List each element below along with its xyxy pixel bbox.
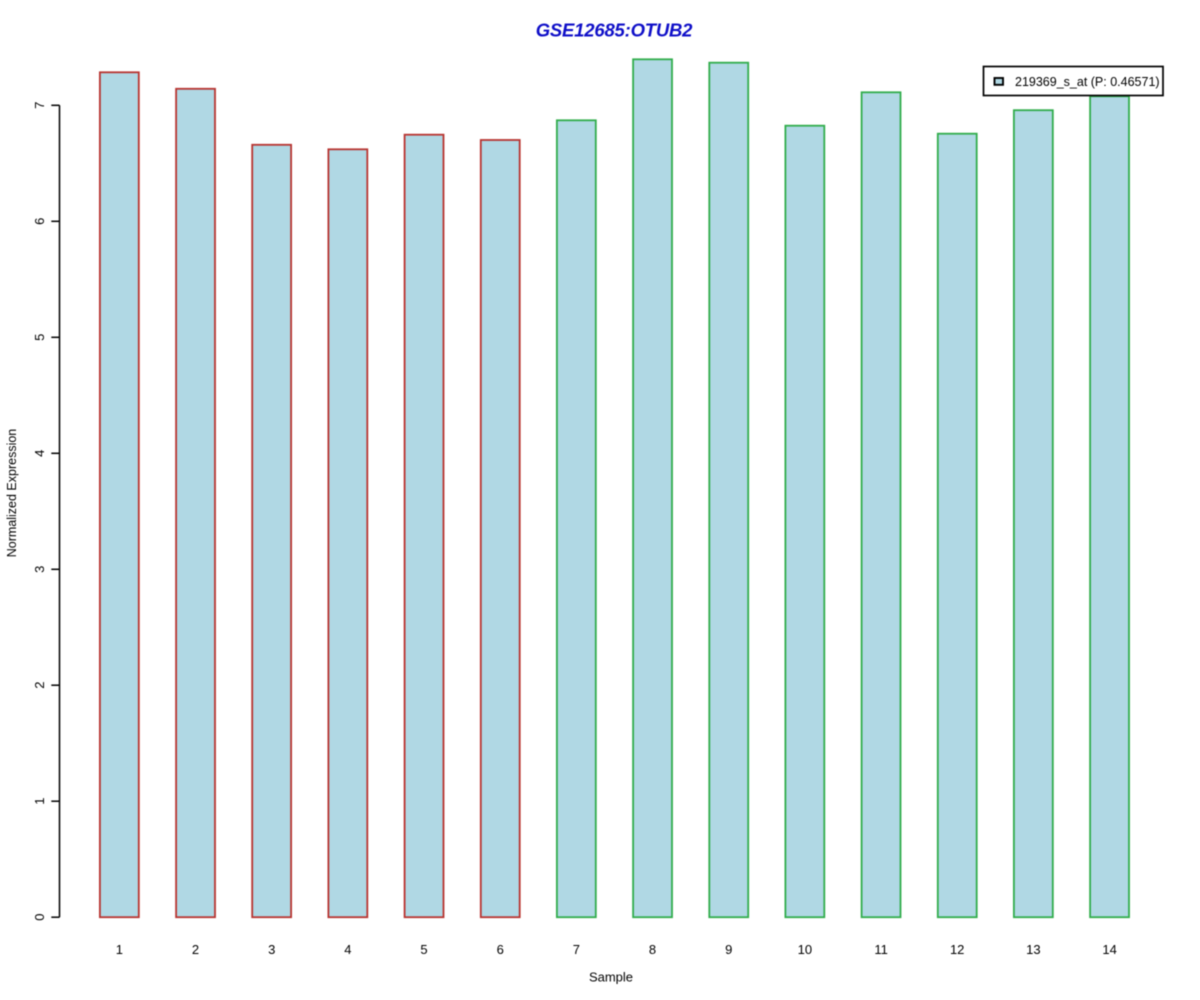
svg-text:3: 3 bbox=[32, 566, 47, 573]
svg-text:4: 4 bbox=[344, 942, 351, 957]
svg-text:13: 13 bbox=[1026, 942, 1040, 957]
svg-text:1: 1 bbox=[116, 942, 123, 957]
svg-text:6: 6 bbox=[32, 218, 47, 225]
svg-text:Sample: Sample bbox=[589, 970, 633, 985]
svg-text:8: 8 bbox=[649, 942, 656, 957]
svg-text:5: 5 bbox=[32, 334, 47, 341]
svg-text:11: 11 bbox=[874, 942, 888, 957]
svg-text:7: 7 bbox=[573, 942, 580, 957]
svg-text:5: 5 bbox=[420, 942, 427, 957]
svg-text:4: 4 bbox=[32, 450, 47, 457]
svg-text:7: 7 bbox=[32, 102, 47, 109]
svg-text:2: 2 bbox=[32, 682, 47, 689]
svg-text:9: 9 bbox=[725, 942, 732, 957]
svg-text:0: 0 bbox=[32, 914, 47, 921]
svg-text:2: 2 bbox=[192, 942, 199, 957]
svg-text:219369_s_at (P: 0.46571): 219369_s_at (P: 0.46571) bbox=[1015, 75, 1160, 89]
svg-text:12: 12 bbox=[950, 942, 964, 957]
svg-text:6: 6 bbox=[497, 942, 504, 957]
svg-text:1: 1 bbox=[32, 798, 47, 805]
svg-text:10: 10 bbox=[798, 942, 812, 957]
svg-text:GSE12685:OTUB2: GSE12685:OTUB2 bbox=[536, 20, 693, 41]
svg-text:14: 14 bbox=[1102, 942, 1116, 957]
svg-text:Normalized Expression: Normalized Expression bbox=[5, 429, 19, 558]
svg-text:3: 3 bbox=[268, 942, 275, 957]
